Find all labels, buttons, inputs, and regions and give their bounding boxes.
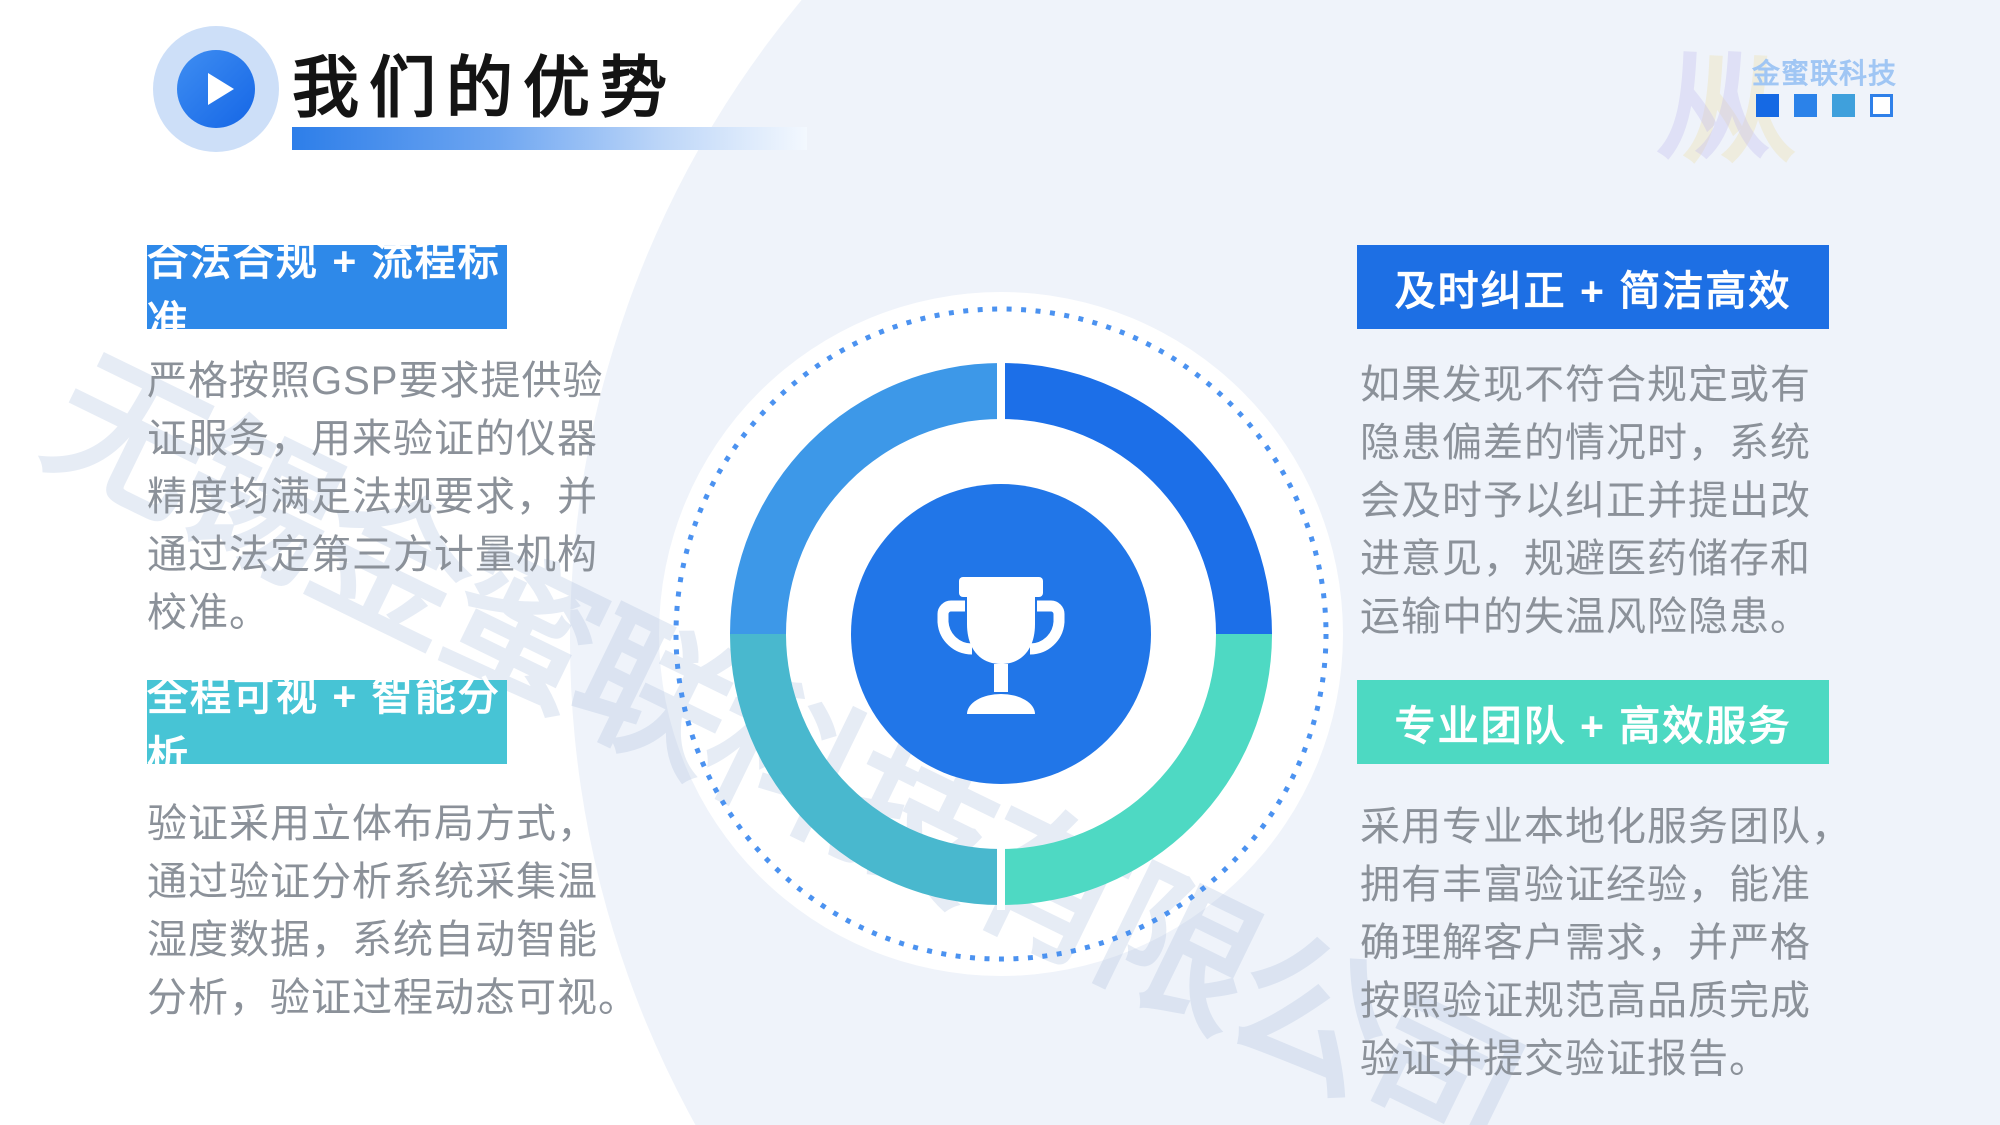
card-body-professional-team: 采用专业本地化服务团队， 拥有丰富验证经验，能准 确理解客户需求，并严格 按照验… — [1360, 805, 1852, 1081]
logo-monogram-icon: 从 — [1655, 43, 1771, 173]
ring-quadrant-top-left — [730, 363, 1001, 634]
logo-squares — [1756, 94, 1893, 117]
card-title-professional-team: 专业团队 + 高效服务 — [1357, 680, 1829, 764]
card-body-timely-correction: 如果发现不符合规定或有 隐患偏差的情况时，系统 会及时予以纠正并提出改 进意见，… — [1360, 363, 1811, 639]
card-title-timely-correction: 及时纠正 + 简洁高效 — [1357, 245, 1829, 329]
card-title-full-visibility: 全程可视 + 智能分析 — [147, 673, 507, 779]
ring-quadrant-bottom-right — [1001, 634, 1272, 905]
ring-quadrant-top-right — [1001, 363, 1272, 634]
advantage-ring-diagram — [673, 306, 1329, 962]
card-title-legal-compliance: 合法合规 + 流程标准 — [147, 238, 507, 344]
card-body-legal-compliance: 严格按照GSP要求提供验 证服务，用来验证的仪器 精度均满足法规要求，并 通过法… — [147, 359, 604, 635]
logo-square-1 — [1756, 94, 1779, 117]
ring-divider-bottom — [997, 844, 1005, 910]
logo-company-name: 金蜜联科技 — [1752, 58, 1898, 89]
play-icon — [177, 50, 255, 128]
page-title: 我们的优势 — [292, 51, 677, 126]
logo-square-2 — [1794, 94, 1817, 117]
title-underline — [292, 127, 807, 150]
dotted-circle — [673, 306, 1329, 962]
card-body-full-visibility: 验证采用立体布局方式， 通过验证分析系统采集温 湿度数据，系统自动智能 分析，验… — [147, 802, 639, 1020]
play-triangle-icon — [208, 73, 234, 105]
ring-quadrant-bottom-left — [730, 634, 1001, 905]
logo-square-4 — [1870, 94, 1893, 117]
trophy-icon — [937, 577, 1065, 714]
ring-divider-top — [997, 358, 1005, 424]
play-icon-halo — [153, 26, 279, 152]
logo-square-3 — [1832, 94, 1855, 117]
